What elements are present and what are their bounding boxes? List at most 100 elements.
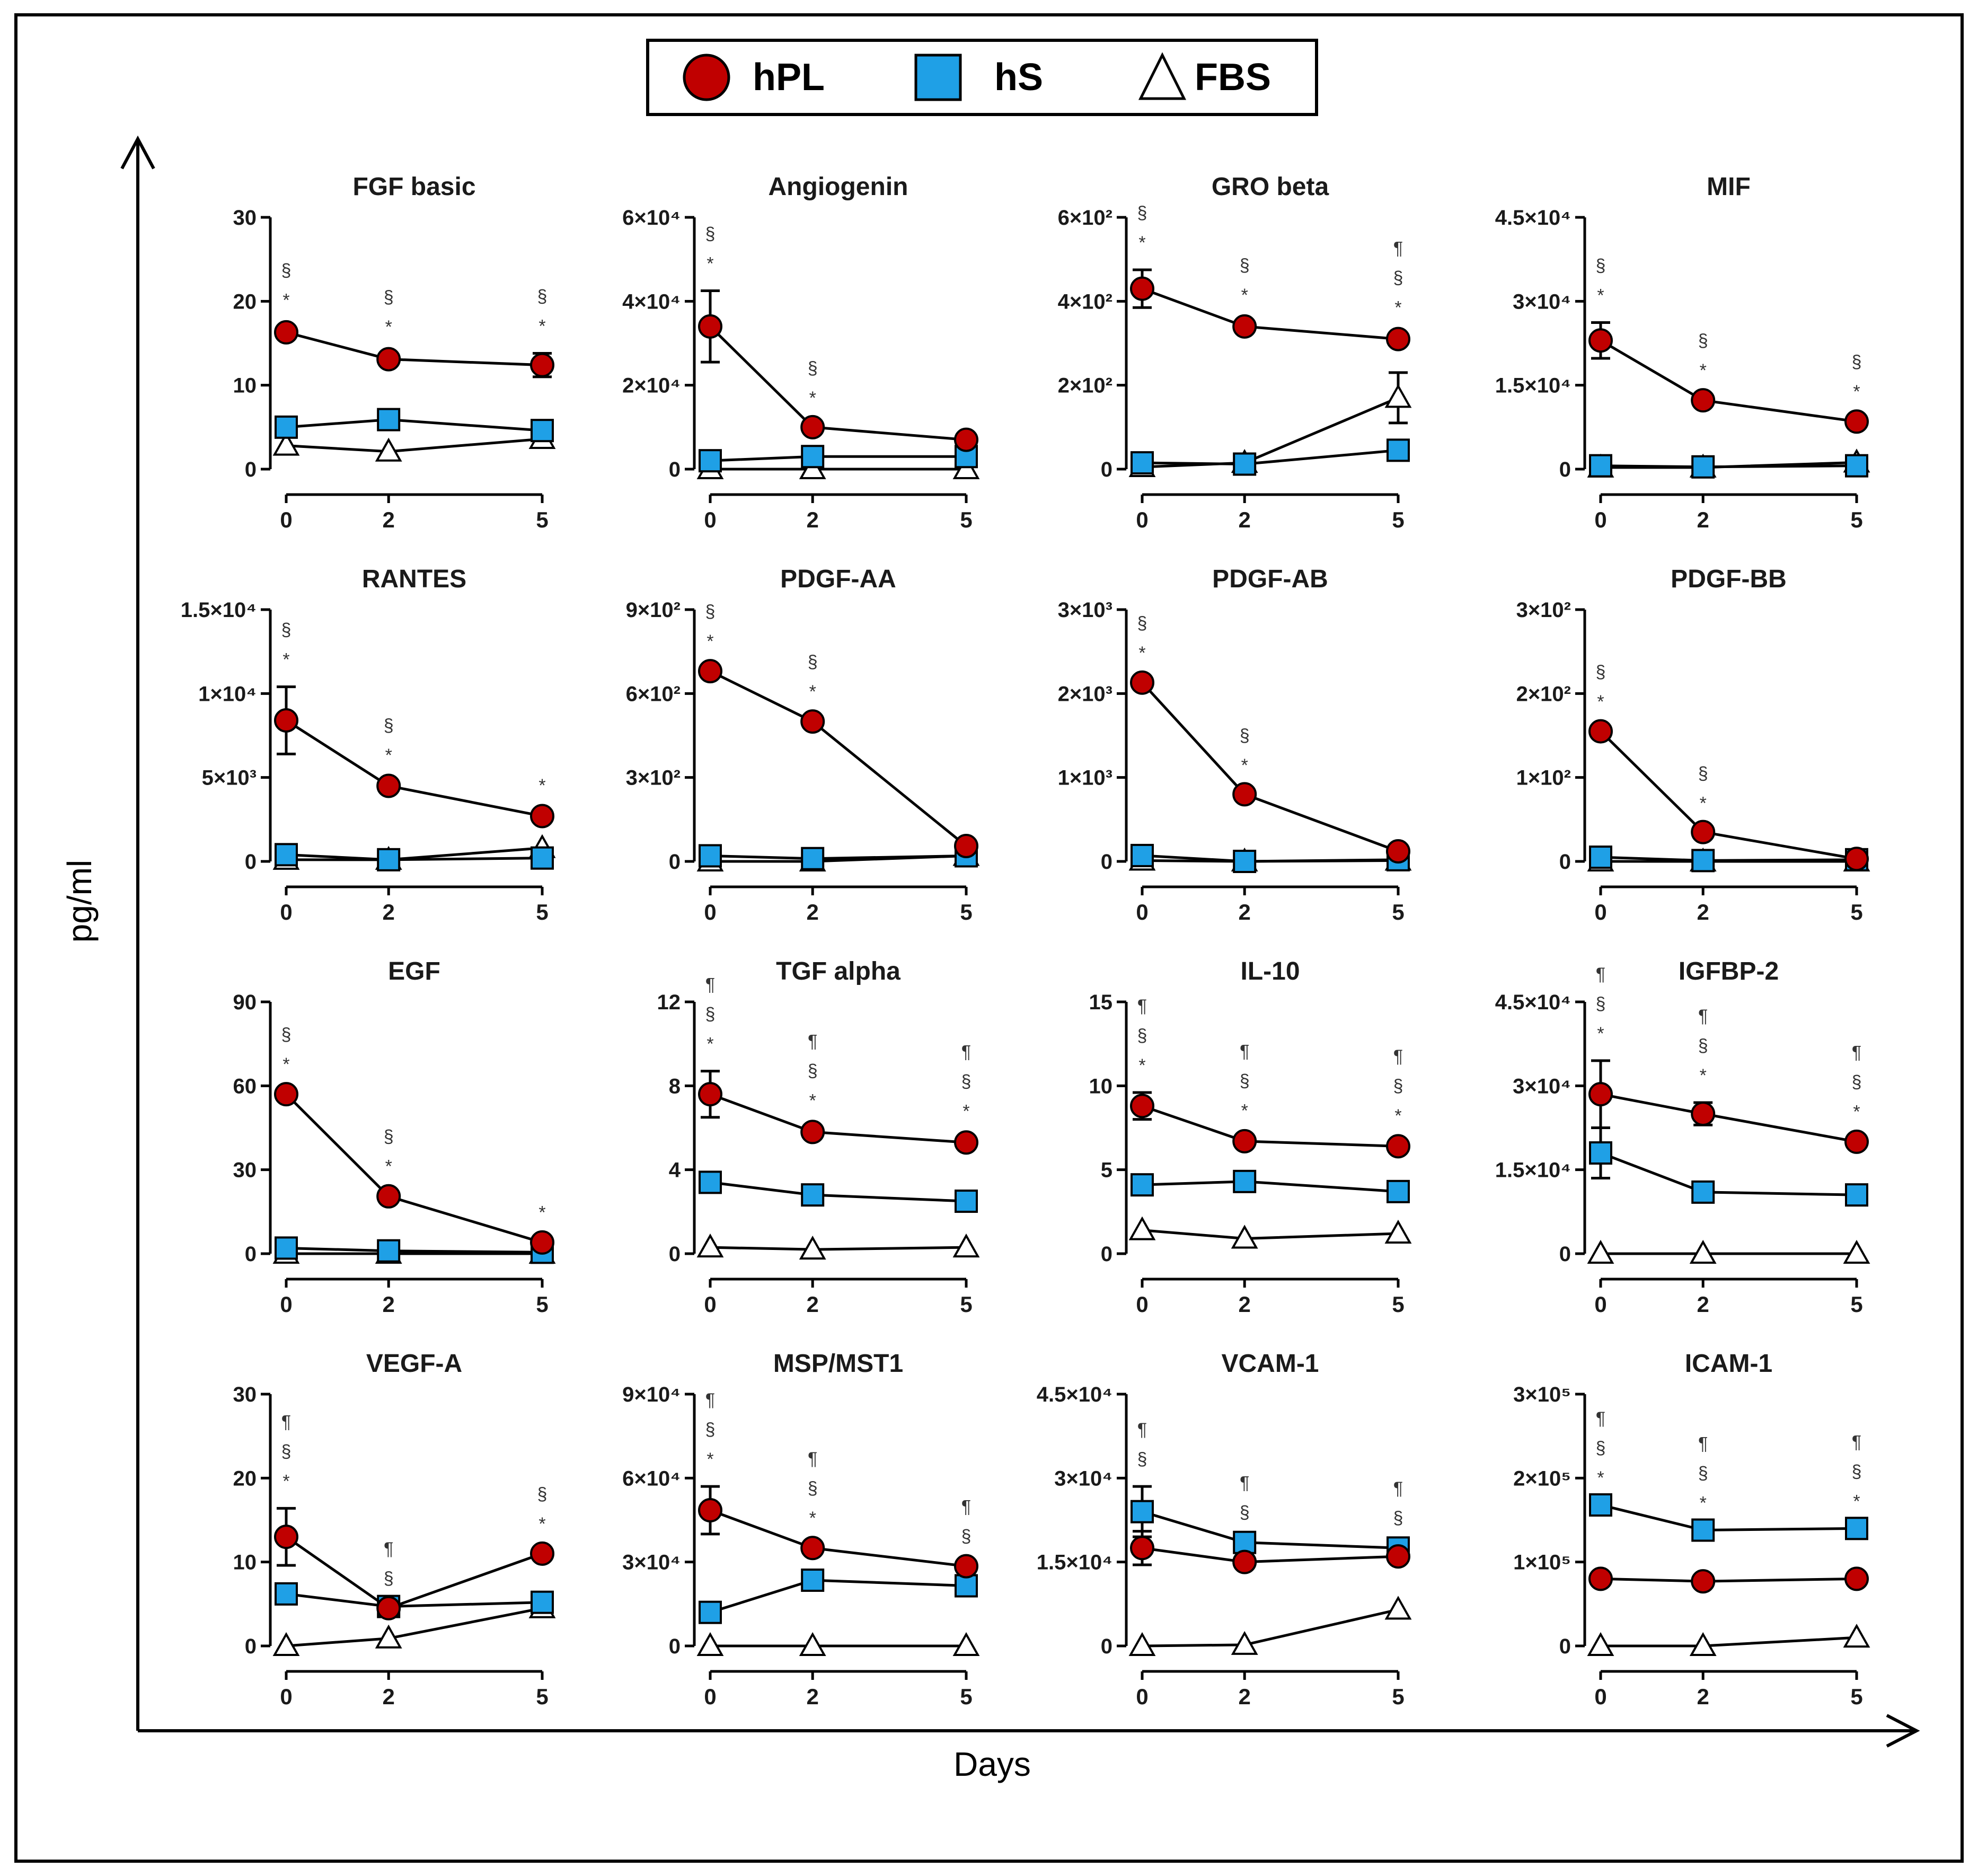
y-tick-label: 2×10³	[1058, 682, 1112, 706]
hpl-point	[376, 773, 401, 798]
x-tick-label: 5	[960, 507, 972, 532]
y-tick-label: 10	[233, 1551, 257, 1574]
y-tick-label: 0	[669, 1635, 681, 1658]
significance-mark: §	[1240, 1071, 1250, 1091]
significance-mark: §	[384, 716, 394, 736]
significance-mark: *	[385, 317, 392, 337]
y-tick-label: 6×10²	[1058, 206, 1112, 230]
series-hpl	[274, 1082, 554, 1255]
significance-mark: ¶	[384, 1539, 393, 1559]
hpl-point	[1588, 328, 1613, 353]
x-tick-label: 2	[1697, 507, 1709, 532]
legend: hPL hS FBS	[646, 39, 1318, 116]
panel-pdgf-bb: PDGF-BB 0 1×10² 2×10² 3×10² 0 2 5 * § * §	[1516, 565, 1870, 924]
hs-point	[377, 408, 401, 431]
y-tick-label: 0	[245, 1243, 257, 1266]
y-tick-label: 10	[1089, 1074, 1113, 1098]
x-tick-label: 2	[1697, 900, 1709, 924]
significance-mark: ¶	[808, 1449, 817, 1469]
hpl-point	[954, 1554, 978, 1579]
y-tick-label: 3×10⁴	[1513, 1074, 1571, 1098]
y-tick-label: 4×10⁴	[622, 290, 681, 313]
x-tick-label: 0	[704, 900, 716, 924]
significance-mark: *	[1597, 692, 1604, 712]
hpl-point	[954, 1130, 978, 1155]
hs-point	[801, 1568, 825, 1592]
y-tick-label: 9×10⁴	[622, 1383, 681, 1406]
y-tick-label: 0	[1101, 1635, 1112, 1658]
hs-point	[275, 1236, 298, 1260]
fbs-point	[1689, 1239, 1717, 1264]
x-tick-label: 0	[1136, 1684, 1148, 1709]
x-tick-label: 0	[704, 1684, 716, 1709]
y-tick-label: 0	[669, 1243, 681, 1266]
x-tick-label: 2	[1239, 1292, 1251, 1317]
y-tick-label: 0	[1559, 850, 1571, 874]
y-tick-label: 3×10²	[626, 767, 681, 790]
series-fbs	[1128, 1596, 1412, 1656]
panel-fgf-basic: FGF basic 0 10 20 30 0 2 5 * § * § * §	[233, 173, 556, 532]
hpl-point	[1232, 782, 1257, 807]
hs-point	[377, 1239, 401, 1263]
significance-mark: ¶	[705, 975, 715, 995]
x-tick-label: 2	[383, 507, 395, 532]
y-tick-label: 30	[233, 1159, 257, 1182]
hs-point	[801, 847, 825, 870]
significance-mark: *	[1138, 643, 1145, 663]
x-tick-label: 2	[807, 507, 819, 532]
x-tick-label: 5	[1850, 507, 1862, 532]
significance-mark: §	[384, 1569, 394, 1589]
hpl-point	[800, 415, 825, 439]
hs-point	[1845, 1517, 1868, 1540]
fbs-point	[272, 431, 300, 456]
significance-mark: *	[1853, 382, 1860, 402]
significance-mark: *	[809, 1091, 816, 1111]
panel-igfbp-2: IGFBP-2 0 1.5×10⁴ 3×10⁴ 4.5×10⁴ 0 2 5 * § ¶ * § ¶ * § ¶	[1495, 957, 1870, 1317]
series-hpl	[274, 1507, 554, 1620]
x-tick-label: 5	[1392, 1684, 1404, 1709]
fbs-point	[1689, 1632, 1717, 1656]
x-tick-label: 5	[1850, 1684, 1862, 1709]
significance-mark: *	[1700, 360, 1707, 381]
y-tick-label: 1×10²	[1516, 767, 1571, 790]
series-hs	[275, 408, 554, 443]
significance-mark: *	[1597, 1468, 1604, 1488]
y-tick-label: 8	[669, 1074, 681, 1098]
panel-title: PDGF-AB	[1212, 565, 1328, 593]
significance-mark: §	[1137, 203, 1147, 223]
series-hs	[1589, 454, 1868, 479]
x-tick-label: 0	[704, 507, 716, 532]
significance-mark: ¶	[1240, 1473, 1249, 1493]
y-tick-label: 15	[1089, 991, 1113, 1014]
significance-mark: ¶	[961, 1496, 971, 1517]
x-tick-label: 5	[1850, 900, 1862, 924]
x-tick-label: 2	[807, 1292, 819, 1317]
panel-title: RANTES	[362, 565, 466, 593]
y-tick-label: 6×10²	[626, 682, 681, 706]
significance-mark: §	[1852, 1072, 1862, 1093]
y-tick-label: 30	[233, 1383, 257, 1406]
fbs-point	[952, 1234, 980, 1258]
y-tick-label: 4.5×10⁴	[1495, 991, 1571, 1014]
y-tick-label: 0	[245, 1635, 257, 1658]
significance-mark: ¶	[1698, 1006, 1708, 1026]
hs-point	[531, 419, 554, 443]
y-tick-label: 5	[1101, 1159, 1112, 1182]
hs-point	[699, 1170, 722, 1194]
series-hpl	[1130, 670, 1410, 864]
hpl-point	[1588, 1082, 1613, 1107]
significance-mark: §	[384, 1127, 394, 1147]
hpl-point	[1130, 276, 1154, 301]
hs-point	[1233, 1169, 1257, 1193]
fbs-point	[1384, 1219, 1412, 1244]
significance-mark: *	[538, 1514, 545, 1534]
y-tick-label: 0	[1101, 1243, 1112, 1266]
y-tick-label: 0	[1559, 1243, 1571, 1266]
significance-mark: ¶	[281, 1412, 291, 1432]
series-hs	[1589, 1493, 1868, 1542]
panel-title: MSP/MST1	[773, 1350, 903, 1378]
significance-mark: §	[1698, 763, 1708, 783]
significance-mark: §	[1137, 613, 1147, 633]
hpl-point	[1130, 1094, 1154, 1118]
panel-mif: MIF 0 1.5×10⁴ 3×10⁴ 4.5×10⁴ 0 2 5 * § * § * §	[1495, 173, 1870, 532]
